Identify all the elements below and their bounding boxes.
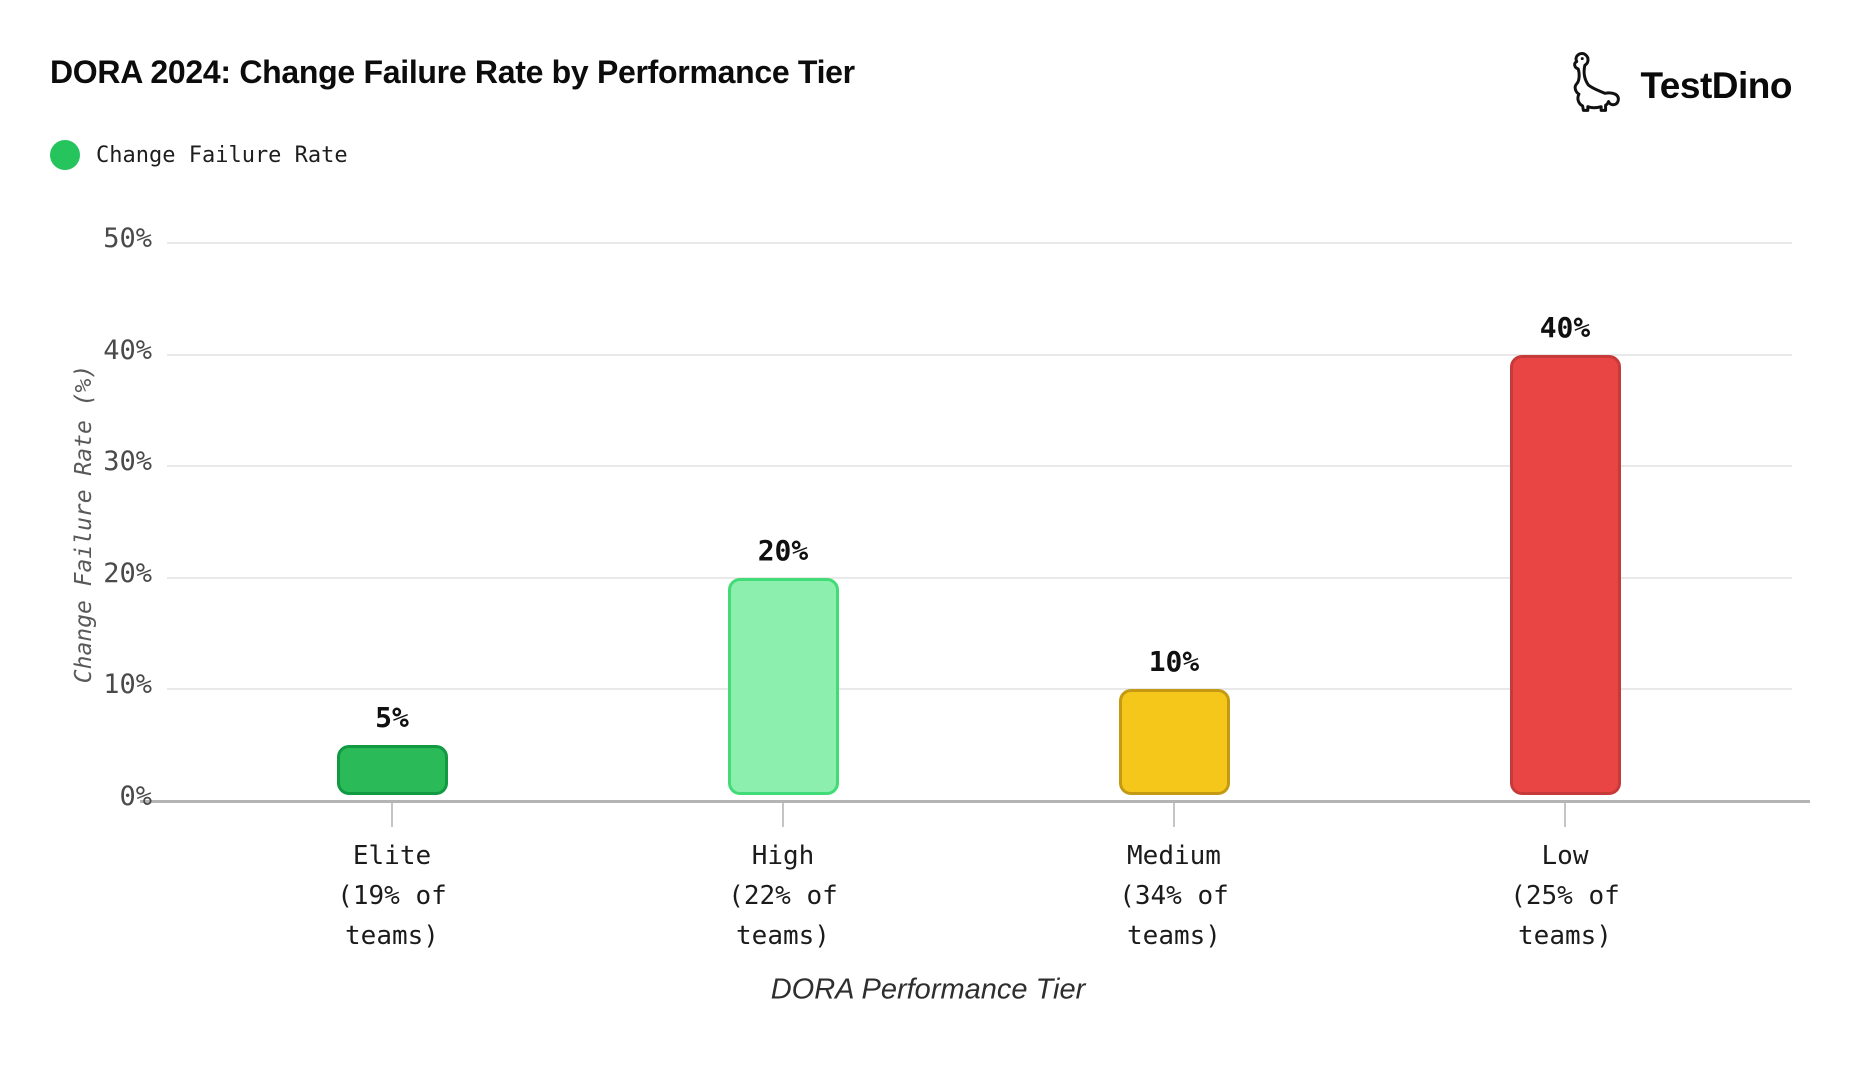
x-axis-tick [782,803,784,827]
gridline [167,576,1792,579]
gridline [167,242,1792,244]
y-tick-label: 40% [103,334,152,366]
gridline [167,688,1792,691]
x-tick-label-line: Elite [352,841,432,871]
x-tick-label-line: teams) [345,921,439,951]
x-tick-label-medium: Medium (34% of teams) [1014,836,1334,956]
x-tick-label-line: teams) [1518,921,1612,951]
dinosaur-icon [1556,46,1630,125]
x-tick-label-line: teams) [736,921,830,951]
x-tick-label-line: (19% of [337,881,447,911]
legend-label: Change Failure Rate [96,142,348,168]
legend: Change Failure Rate [50,140,348,170]
y-axis-title: Change Failure Rate (%) [71,364,97,684]
x-tick-label-low: Low (25% of teams) [1405,836,1725,956]
bar-value-label: 5% [375,701,409,735]
bar-high [727,577,839,795]
gridline [167,353,1792,356]
bar-elite [336,745,448,795]
x-axis-tick [391,803,393,827]
bar-medium [1118,689,1230,795]
x-axis-title: DORA Performance Tier [770,973,1086,1006]
x-axis-line [140,800,1810,803]
x-tick-label-line: Medium [1127,841,1221,871]
gridline [167,465,1792,468]
x-tick-label-line: (34% of [1119,881,1229,911]
y-tick-label: 0% [119,781,152,812]
bar-low [1509,354,1621,795]
x-tick-label-line: teams) [1127,921,1221,951]
brand-name: TestDino [1640,64,1792,106]
y-tick-label: 50% [103,223,152,254]
bar-value-label: 40% [1539,310,1591,344]
x-axis-tick [1173,803,1175,827]
y-tick-label: 20% [103,557,152,589]
bar-value-label: 10% [1148,645,1200,679]
x-tick-label-high: High (22% of teams) [623,836,943,956]
x-tick-label-line: (22% of [728,881,838,911]
page-title: DORA 2024: Change Failure Rate by Perfor… [50,54,855,90]
legend-swatch-icon [50,140,80,170]
x-tick-label-line: (25% of [1510,881,1620,911]
y-tick-label: 10% [103,669,152,701]
x-axis-tick [1564,803,1566,827]
x-tick-label-line: High [751,841,815,871]
brand-logo: TestDino [1556,46,1792,125]
y-tick-label: 30% [103,446,152,478]
x-tick-label-line: Low [1541,841,1589,871]
x-tick-label-elite: Elite (19% of teams) [232,836,552,956]
bar-value-label: 20% [757,533,809,567]
